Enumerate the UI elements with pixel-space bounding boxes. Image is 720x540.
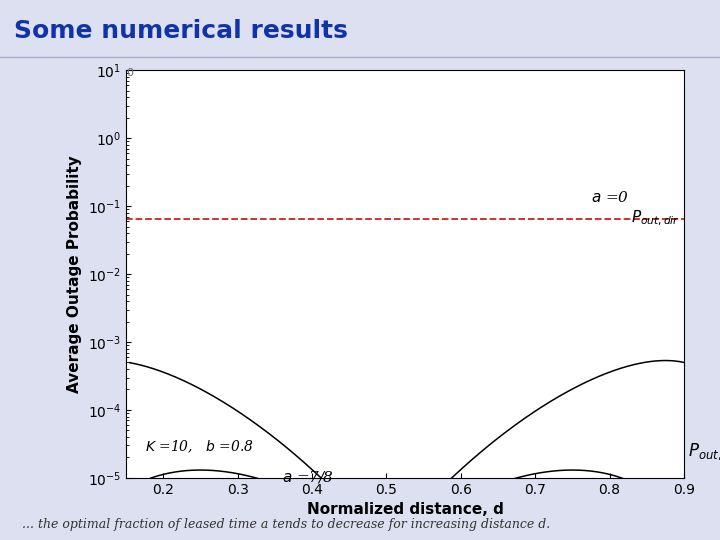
X-axis label: Normalized distance, d: Normalized distance, d	[307, 502, 503, 517]
Text: ... the optimal fraction of leased time a tends to decrease for increasing dista: ... the optimal fraction of leased time …	[22, 518, 550, 531]
Text: $P_{out,dir}$: $P_{out,dir}$	[631, 209, 680, 228]
Text: Some numerical results: Some numerical results	[14, 19, 348, 43]
Text: $a$ =0: $a$ =0	[591, 190, 629, 205]
Text: 0: 0	[126, 68, 133, 78]
Y-axis label: Average Outage Probability: Average Outage Probability	[67, 155, 82, 393]
Text: $a$ =7/8: $a$ =7/8	[282, 469, 334, 484]
Text: $K$ =10,   $b$ =0.8: $K$ =10, $b$ =0.8	[145, 438, 253, 455]
Text: $P_{out,\,dir}$: $P_{out,\,dir}$	[688, 441, 720, 462]
